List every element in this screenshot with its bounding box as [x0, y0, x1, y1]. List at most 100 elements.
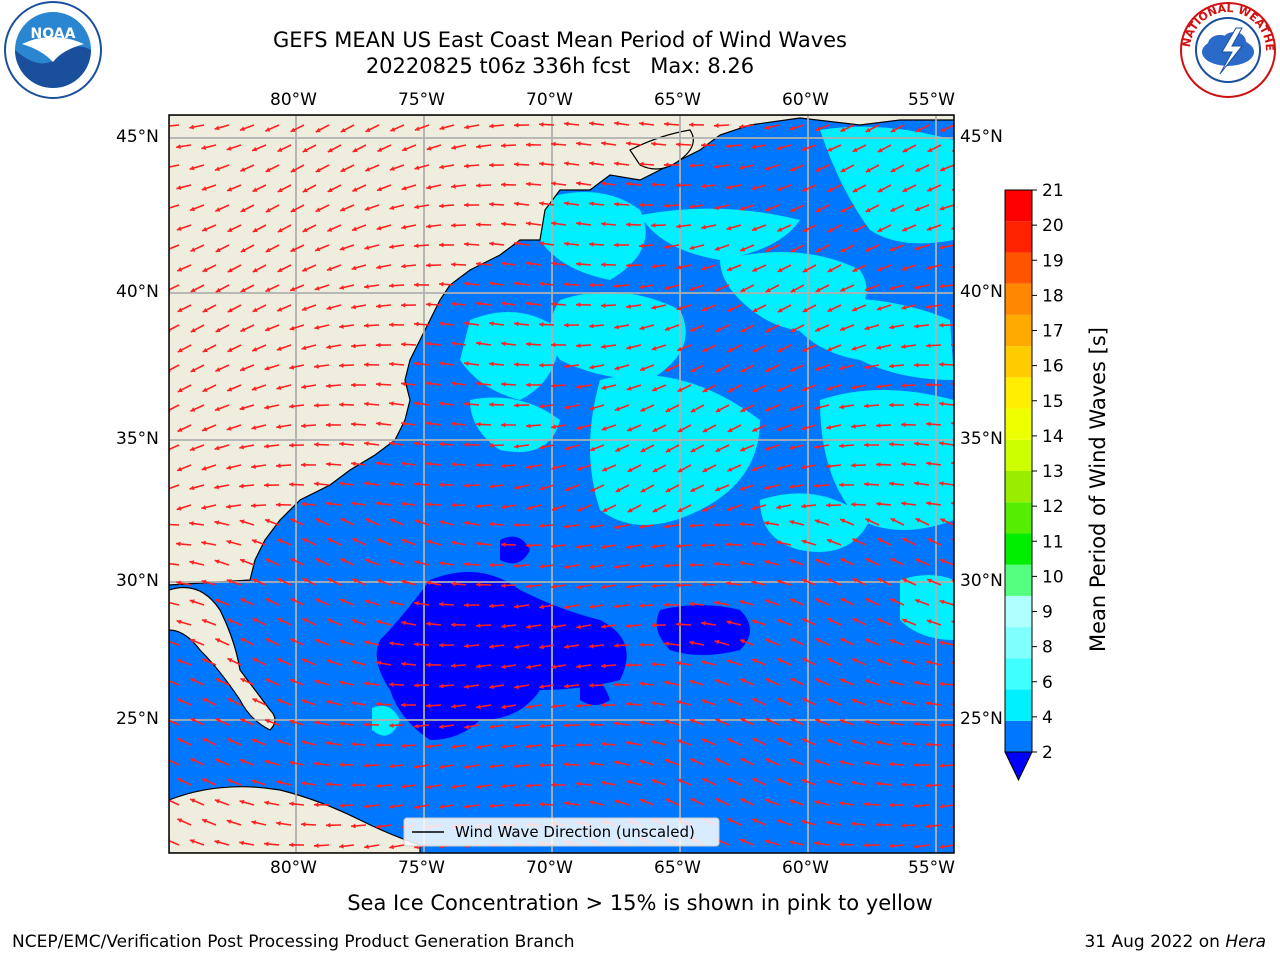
wave-arrow-head	[376, 783, 381, 789]
wave-arrow-head	[214, 520, 220, 525]
wave-arrow-head	[215, 718, 221, 723]
wave-arrow-head	[202, 658, 208, 663]
wave-arrow-head	[726, 659, 732, 664]
wave-arrow-head	[664, 563, 669, 569]
wave-arrow-head	[777, 738, 783, 743]
wave-arrow-head	[301, 384, 306, 390]
wave-arrow-head	[539, 684, 544, 689]
wave-arrow-head	[290, 286, 296, 292]
wave-arrow-head	[740, 678, 746, 683]
wave-arrow-head	[789, 559, 795, 564]
wave-arrow-head	[189, 165, 195, 171]
wave-arrow-head	[339, 324, 344, 329]
wave-arrow-head	[651, 700, 656, 706]
wave-arrow-head	[877, 266, 883, 272]
wave-arrow-head	[190, 678, 196, 683]
wave-arrow-head	[564, 722, 569, 728]
wave-arrow-head	[539, 241, 544, 246]
wave-arrow-head	[615, 487, 621, 492]
wave-arrow-head	[940, 127, 946, 132]
wave-arrow-head	[689, 122, 694, 128]
wave-arrow-head	[239, 405, 245, 411]
wave-arrow-head	[852, 187, 858, 193]
wave-arrow-head	[889, 363, 894, 369]
wave-arrow-head	[790, 367, 796, 372]
wave-arrow	[169, 324, 180, 332]
wave-arrow-head	[277, 618, 283, 623]
wave-arrow-head	[277, 307, 283, 312]
wave-arrow-head	[489, 201, 494, 207]
wave-arrow-head	[551, 584, 556, 589]
wave-arrow-head	[551, 703, 556, 709]
wave-arrow-head	[826, 820, 832, 826]
wave-arrow-head	[389, 401, 394, 407]
wave-arrow-head	[426, 381, 431, 386]
wave-arrow-head	[751, 185, 757, 191]
wave-arrow-head	[401, 661, 406, 667]
wave-arrow-head	[651, 222, 656, 228]
wave-arrow-head	[639, 603, 644, 609]
wave-arrow-head	[726, 620, 732, 625]
wave-arrow-head	[777, 387, 783, 392]
wave-arrow-head	[802, 658, 808, 663]
wave-arrow-head	[489, 521, 494, 527]
wave-arrow-head	[489, 764, 494, 769]
wave-arrow-head	[426, 145, 432, 151]
wave-arrow-head	[827, 658, 833, 663]
wave-arrow-head	[226, 465, 232, 470]
lat-label-right: 40°N	[960, 282, 1003, 302]
wave-arrow-head	[439, 164, 444, 170]
wave-arrow-head	[714, 600, 720, 606]
wave-arrow-head	[202, 226, 208, 232]
wave-arrow-head	[240, 678, 246, 683]
wave-arrow-head	[752, 778, 758, 783]
wave-arrow-head	[464, 643, 469, 649]
wave-arrow-head	[876, 781, 881, 787]
wave-arrow-head	[801, 779, 807, 784]
wave-arrow-head	[526, 704, 531, 710]
wave-arrow-head	[651, 544, 656, 549]
wave-arrow-head	[640, 447, 646, 452]
wave-arrow-head	[289, 842, 294, 848]
wave-arrow-head	[265, 678, 271, 683]
wave-arrow-head	[589, 800, 595, 805]
wave-arrow-head	[764, 125, 770, 130]
lon-label-bottom: 60°W	[782, 858, 829, 878]
wave-arrow-head	[389, 166, 395, 171]
wave-arrow-head	[777, 307, 783, 313]
wave-arrow-head	[351, 265, 357, 271]
wave-arrow-head	[214, 559, 220, 565]
wave-arrow-head	[639, 524, 644, 530]
wave-arrow-head	[439, 724, 444, 729]
wave-arrow-head	[227, 267, 233, 273]
wave-arrow-head	[626, 386, 632, 391]
wave-arrow-head	[377, 186, 382, 192]
wave-arrow-head	[476, 623, 481, 628]
wave-arrow-head	[814, 841, 819, 846]
map-title: GEFS MEAN US East Coast Mean Period of W…	[273, 28, 847, 52]
wave-arrow-head	[251, 464, 256, 469]
wave-arrow-head	[727, 427, 733, 432]
wave-arrow-head	[890, 246, 895, 252]
wave-arrow-head	[751, 505, 757, 511]
wave-arrow-head	[902, 147, 908, 153]
wave-arrow-head	[726, 225, 732, 231]
wave-arrow-head	[176, 226, 182, 231]
wave-arrow-head	[514, 443, 519, 449]
wave-arrow-head	[289, 364, 295, 370]
colorbar-tick-label: 19	[1042, 251, 1064, 271]
wave-arrow-head	[551, 624, 556, 630]
wave-arrow-head	[352, 147, 358, 152]
wave-arrow-head	[539, 201, 544, 206]
wave-arrow-head	[614, 682, 619, 688]
wave-arrow-head	[277, 147, 283, 152]
wave-arrow-head	[651, 622, 656, 628]
wave-arrow-head	[740, 327, 746, 333]
wave-arrow-head	[901, 782, 906, 788]
wave-arrow-head	[226, 539, 232, 545]
wave-arrow-head	[914, 441, 919, 447]
colorbar-tick-label: 11	[1042, 532, 1064, 552]
wave-arrow	[169, 284, 180, 291]
wave-arrow-head	[376, 579, 382, 584]
wave-arrow-head	[302, 578, 308, 583]
